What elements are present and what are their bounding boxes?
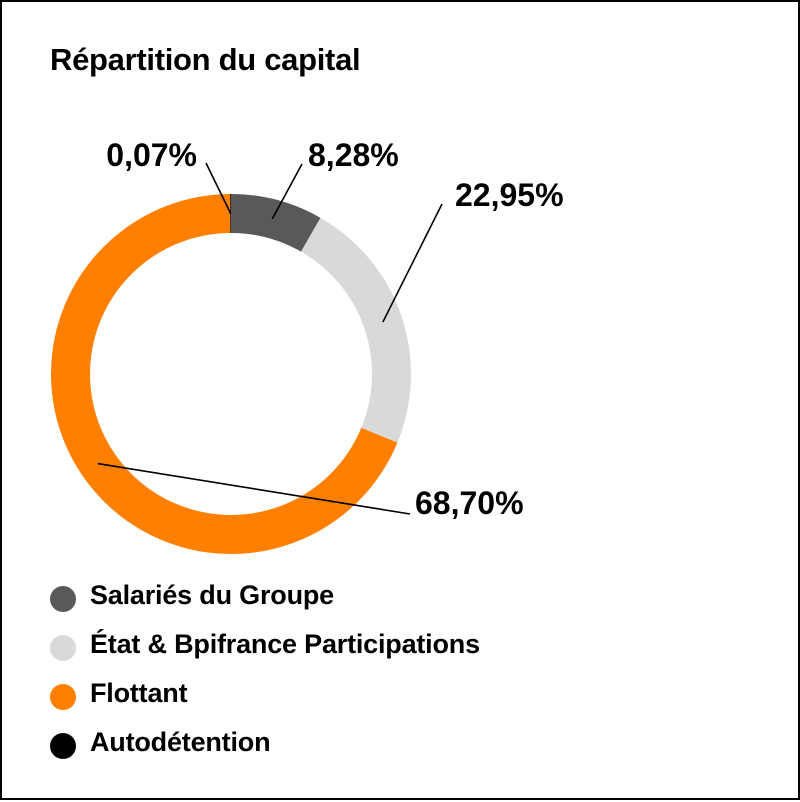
data-label-etat-bpifrance: 22,95%: [455, 177, 564, 213]
legend-label-etat-bpifrance: État & Bpifrance Participations: [90, 629, 480, 659]
data-label-salaries: 8,28%: [308, 137, 399, 173]
leader-line-etat-bpifrance: [382, 203, 443, 323]
leader-line-autodetention: [205, 162, 232, 214]
legend-marker-autodetention: [50, 733, 76, 759]
leader-line-flottant: [97, 462, 411, 515]
chart-title: Répartition du capital: [50, 42, 361, 77]
legend-marker-salaries: [50, 586, 76, 612]
legend-label-salaries: Salariés du Groupe: [90, 580, 334, 610]
slice-salaries: [231, 194, 321, 252]
data-label-flottant: 68,70%: [415, 485, 524, 521]
legend-marker-etat-bpifrance: [50, 635, 76, 661]
slice-etat-bpifrance: [301, 217, 411, 443]
data-label-autodetention: 0,07%: [106, 137, 197, 173]
leader-line-salaries: [271, 163, 303, 220]
legend-label-flottant: Flottant: [90, 678, 188, 708]
legend-label-autodetention: Autodétention: [90, 727, 271, 757]
legend-marker-flottant: [50, 684, 76, 710]
